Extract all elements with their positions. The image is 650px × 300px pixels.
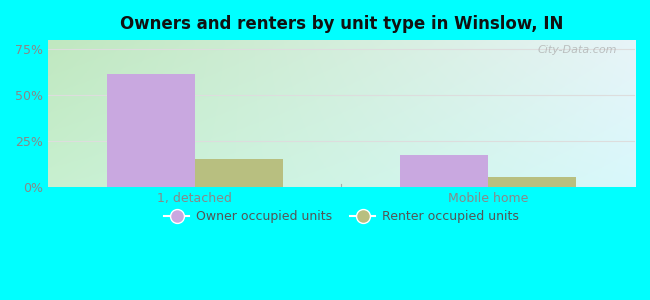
Legend: Owner occupied units, Renter occupied units: Owner occupied units, Renter occupied un… [159,205,523,228]
Title: Owners and renters by unit type in Winslow, IN: Owners and renters by unit type in Winsl… [120,15,563,33]
Bar [107,74,194,187]
Text: City-Data.com: City-Data.com [538,44,617,55]
Bar [194,159,283,187]
Bar [488,177,577,187]
Bar [400,155,488,187]
